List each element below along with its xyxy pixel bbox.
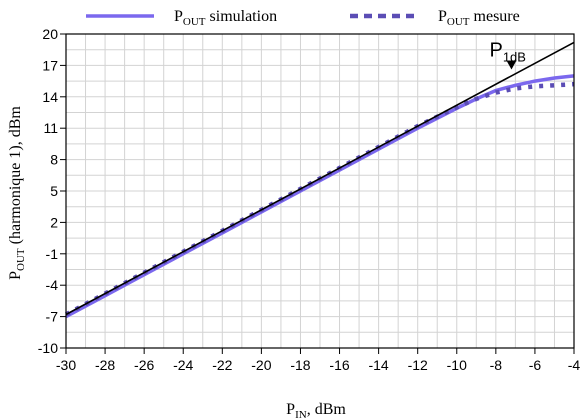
legend-label-simulation: POUT simulation [174, 8, 277, 28]
legend-label-mesure: POUT mesure [438, 8, 520, 28]
y-tick-label: 8 [50, 152, 58, 168]
x-tick-label: -4 [568, 357, 580, 373]
x-tick-label: -16 [329, 357, 349, 373]
x-tick-label: -20 [251, 357, 271, 373]
series-layer [64, 41, 575, 319]
y-tick-label: -4 [46, 277, 59, 293]
legend: POUT simulation POUT mesure [86, 8, 520, 28]
series-line-linear [65, 41, 575, 316]
y-tick-label: 20 [42, 26, 58, 42]
tick-layer: -30 -28 -26 -24 -22 -20 -18 -16 -14 -12 -10 -8 -6 -4-… [38, 26, 580, 373]
x-tick-label: -14 [368, 357, 388, 373]
y-tick-label: -1 [46, 246, 59, 262]
y-tick-label: 5 [50, 183, 58, 199]
y-tick-label: 17 [42, 57, 58, 73]
grid [65, 33, 575, 349]
p1db-label: P1dB [489, 40, 525, 65]
y-axis-label: POUT (harmonique 1), dBm [7, 106, 27, 280]
x-tick-label: -22 [212, 357, 232, 373]
x-tick-label: -10 [447, 357, 467, 373]
x-tick-label: -28 [95, 357, 115, 373]
y-tick-label: 11 [43, 120, 58, 136]
p1db-marker [506, 60, 517, 70]
y-tick-label: -10 [38, 340, 58, 356]
y-tick-label: 14 [42, 89, 58, 105]
x-tick-label: -18 [290, 357, 310, 373]
x-tick-label: -30 [56, 357, 76, 373]
x-tick-label: -24 [173, 357, 193, 373]
x-tick-label: -12 [408, 357, 428, 373]
y-tick-label: -7 [46, 309, 59, 325]
y-tick-label: 2 [50, 214, 58, 230]
x-tick-label: -26 [134, 357, 154, 373]
x-tick-label: -8 [490, 357, 503, 373]
annotation-layer: P1dB [489, 40, 526, 70]
x-axis-label: PIN, dBm [286, 401, 346, 419]
x-tick-label: -6 [529, 357, 542, 373]
